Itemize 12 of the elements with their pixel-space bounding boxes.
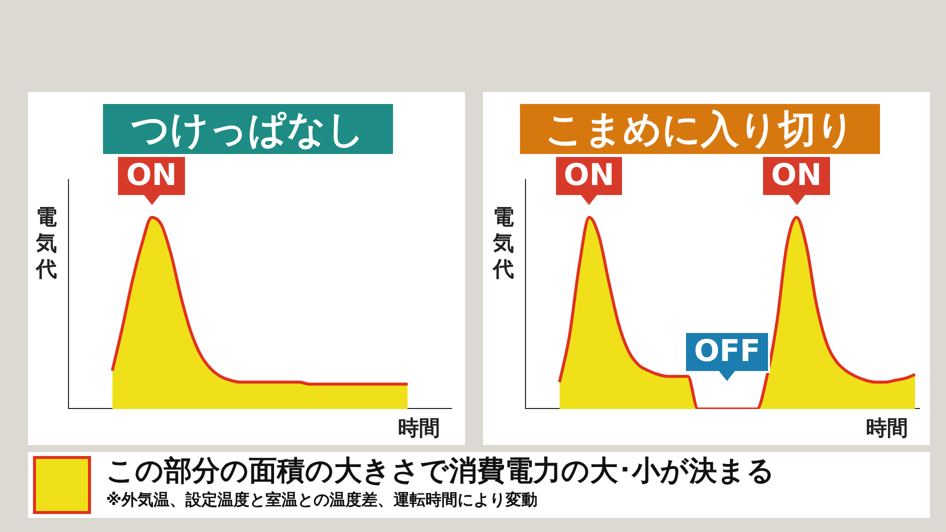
annotation: ON — [116, 155, 187, 198]
annotation: ON — [554, 155, 624, 198]
text: ※外気温、設定温度と室温との温度差、運転時間により変動 — [106, 490, 538, 511]
x-axis-title: 時間 — [398, 415, 440, 442]
y-axis-title: 電気代 — [36, 204, 58, 282]
chart-title: つけっぱなし — [103, 104, 393, 154]
text: この部分の面積の大きさで消費電力の大･小が決まる — [106, 453, 775, 489]
chart-title: こまめに入り切り — [520, 104, 880, 154]
annotation: OFF — [684, 331, 770, 373]
y-axis-title: 電気代 — [493, 204, 515, 282]
annotation: ON — [761, 155, 832, 198]
x-axis-title: 時間 — [866, 415, 908, 442]
